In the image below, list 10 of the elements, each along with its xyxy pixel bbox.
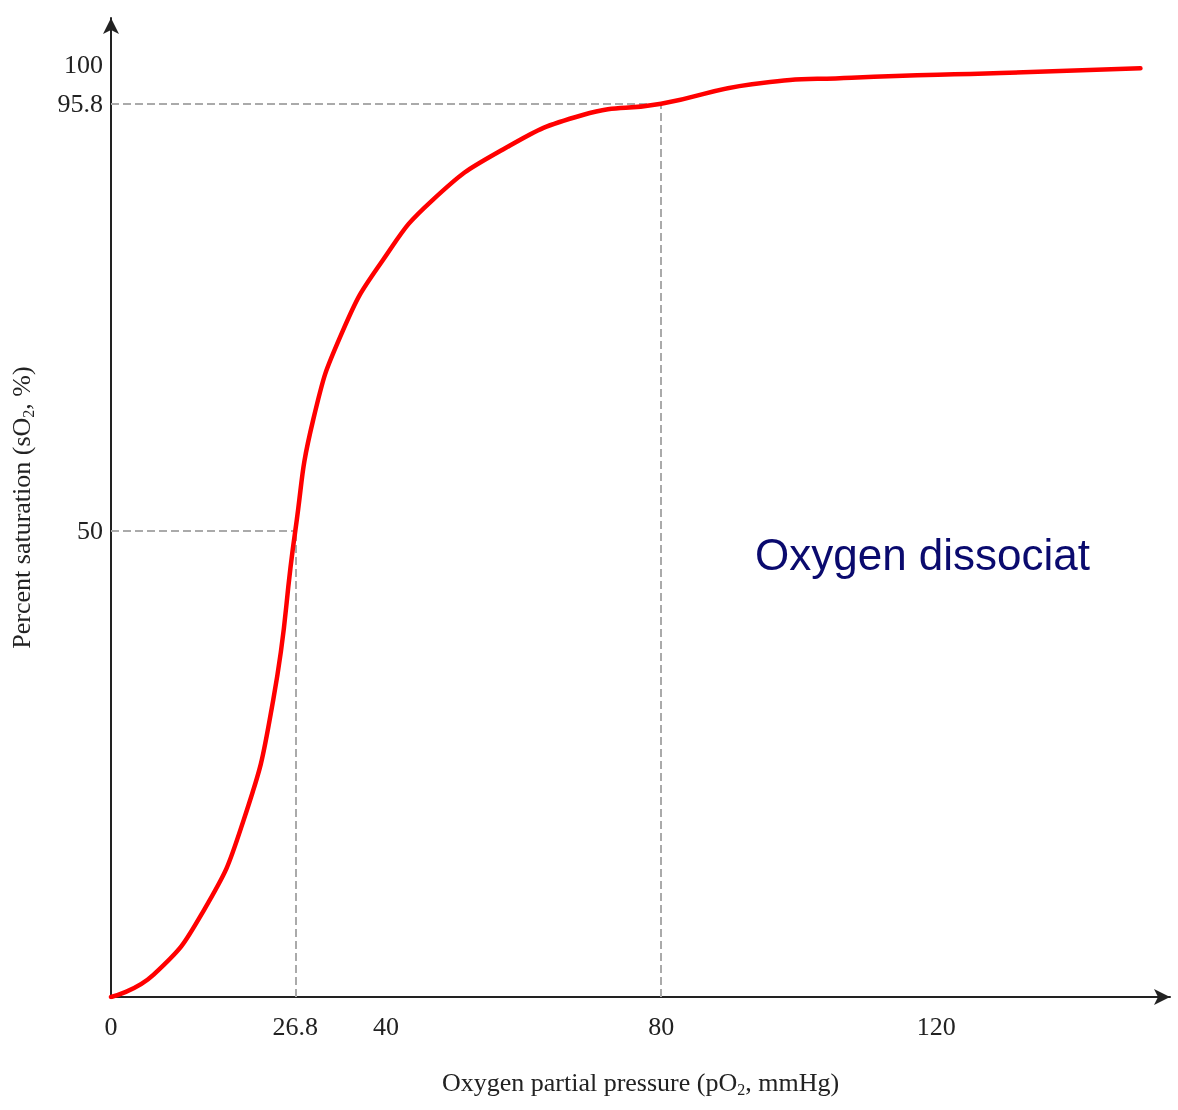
y-tick-label: 100: [64, 50, 103, 80]
x-tick-label: 0: [104, 1011, 118, 1041]
y-tick-label: 95.8: [57, 89, 103, 119]
y-axis-title: Percent saturation (sO2, %): [6, 366, 37, 649]
y-tick-label: 50: [77, 516, 103, 546]
x-tick-label: 120: [916, 1011, 956, 1041]
x-tick-label: 80: [648, 1011, 675, 1041]
x-tick-label: 40: [373, 1011, 400, 1041]
annotation: Oxygen dissociat: [755, 529, 1091, 579]
x-tick-label: 26.8: [272, 1011, 319, 1041]
